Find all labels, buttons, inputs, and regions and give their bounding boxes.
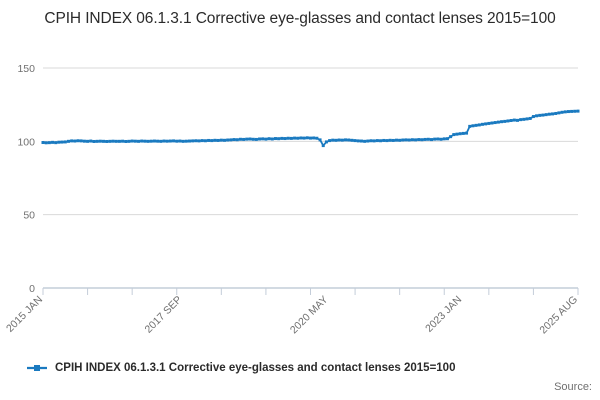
svg-text:2015 JAN: 2015 JAN bbox=[4, 294, 45, 335]
svg-text:150: 150 bbox=[17, 63, 35, 75]
chart-legend[interactable]: CPIH INDEX 06.1.3.1 Corrective eye-glass… bbox=[26, 362, 455, 374]
x-axis bbox=[42, 288, 579, 295]
legend-marker-icon bbox=[27, 365, 47, 371]
gridlines bbox=[43, 67, 578, 289]
x-axis-tick-labels: 2015 JAN 2017 SEP 2020 MAY 2023 JAN 2025 AUG bbox=[4, 294, 580, 337]
svg-text:2023 JAN: 2023 JAN bbox=[423, 294, 464, 335]
source-note: Source: bbox=[554, 381, 592, 393]
svg-text:2017 SEP: 2017 SEP bbox=[143, 294, 185, 336]
chart-title: CPIH INDEX 06.1.3.1 Corrective eye-glass… bbox=[44, 10, 556, 27]
y-axis-tick-labels: 0 50 100 150 bbox=[17, 63, 35, 295]
svg-text:2020 MAY: 2020 MAY bbox=[288, 294, 331, 337]
svg-text:100: 100 bbox=[17, 136, 35, 148]
data-series-line bbox=[41, 109, 580, 148]
svg-text:50: 50 bbox=[23, 210, 35, 222]
legend-label: CPIH INDEX 06.1.3.1 Corrective eye-glass… bbox=[55, 362, 456, 374]
svg-text:2025 AUG: 2025 AUG bbox=[537, 294, 580, 337]
svg-text:0: 0 bbox=[29, 283, 35, 295]
